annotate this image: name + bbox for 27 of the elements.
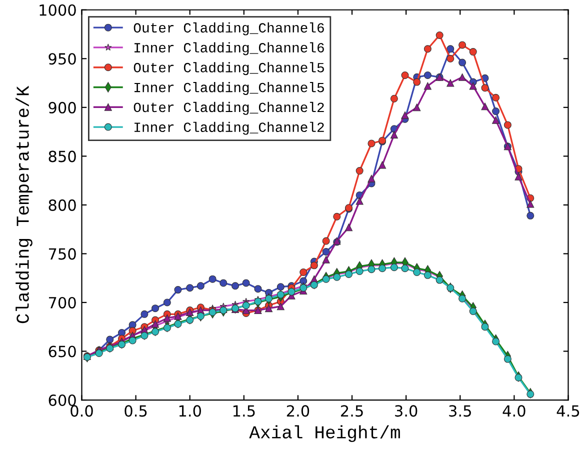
- x-axis-title: Axial Height/m: [249, 425, 400, 442]
- legend-label: Outer Cladding_Channel5: [134, 62, 324, 76]
- legend-label: Inner Cladding_Channel5: [134, 82, 324, 95]
- legend-label: Inner Cladding_Channel2: [134, 122, 324, 135]
- y-tick-label: 600: [48, 394, 76, 406]
- y-tick-label: 950: [48, 53, 76, 65]
- x-tick-label: 0.5: [124, 405, 147, 417]
- x-tick-label: 2.5: [340, 405, 363, 417]
- y-tick-label: 750: [48, 248, 76, 260]
- legend-label: Outer Cladding_Channel2: [134, 102, 324, 115]
- legend-label: Outer Cladding_Channel6: [134, 22, 324, 36]
- x-tick-label: 1.5: [233, 405, 255, 417]
- y-tick-label: 800: [48, 199, 76, 211]
- x-tick-label: 2.0: [286, 405, 310, 417]
- y-tick-label: 1000: [40, 4, 76, 16]
- y-axis-title: Cladding Temperature/K: [16, 86, 32, 324]
- y-tick-label: 850: [48, 150, 76, 162]
- x-tick-label: 3.5: [449, 405, 471, 417]
- y-tick-label: 650: [48, 346, 76, 358]
- legend-label: Inner Cladding_Channel6: [134, 42, 324, 56]
- x-tick-label: 1.0: [179, 405, 201, 417]
- x-tick-label: 0.0: [70, 405, 93, 417]
- x-tick-label: 4.0: [502, 405, 526, 417]
- y-tick-label: 700: [48, 296, 76, 309]
- x-tick-label: 4.5: [556, 405, 580, 417]
- y-tick-label: 900: [48, 102, 76, 114]
- x-tick-label: 3.0: [395, 405, 418, 417]
